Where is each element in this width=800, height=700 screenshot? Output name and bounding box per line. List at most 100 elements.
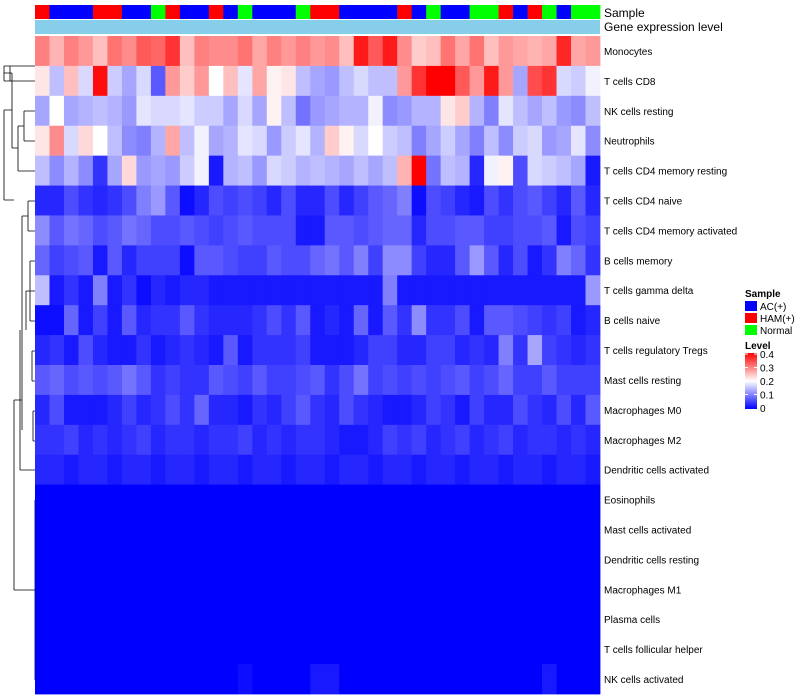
- heatmap-cell: [266, 514, 282, 545]
- heatmap-cell: [223, 484, 239, 515]
- heatmap-cell: [542, 335, 557, 366]
- heatmap-cell: [165, 365, 181, 396]
- heatmap-cell: [121, 424, 137, 456]
- heatmap-cell: [179, 275, 195, 306]
- heatmap-cell: [368, 424, 384, 456]
- heatmap-cell: [92, 544, 108, 575]
- heatmap-cell: [455, 275, 471, 306]
- heatmap-cell: [585, 125, 601, 157]
- heatmap-cell: [484, 36, 499, 67]
- heatmap-cell: [339, 305, 355, 336]
- heatmap-cell: [295, 155, 311, 186]
- heatmap-cell: [237, 394, 253, 426]
- heatmap-cell: [440, 365, 456, 396]
- heatmap-cell: [35, 574, 50, 605]
- heatmap-cell: [484, 574, 499, 605]
- heatmap-cell: [368, 604, 384, 635]
- row-label: T cells CD8: [604, 77, 656, 88]
- heatmap-cell: [179, 454, 195, 486]
- heatmap-cell: [35, 275, 50, 306]
- heatmap-cell: [542, 664, 557, 695]
- heatmap-cell: [411, 424, 427, 456]
- heatmap-cell: [556, 95, 572, 127]
- legend-label-ham: HAM(+): [760, 314, 795, 325]
- heatmap-cell: [542, 305, 557, 336]
- heatmap-cell: [542, 65, 557, 97]
- heatmap-cell: [310, 36, 326, 67]
- heatmap-cell: [426, 245, 442, 276]
- annotation-label-gene-expression: Gene expression level: [604, 20, 723, 34]
- legend-label-normal: Normal: [760, 326, 792, 337]
- heatmap-cells: [35, 36, 601, 695]
- heatmap-cell: [295, 634, 311, 665]
- heatmap-cell: [252, 664, 268, 695]
- heatmap-cell: [571, 365, 586, 396]
- heatmap-cell: [571, 65, 586, 97]
- heatmap-cell: [440, 95, 456, 127]
- sample-annotation-cell: [35, 5, 50, 19]
- heatmap-cell: [208, 155, 224, 186]
- heatmap-cell: [194, 664, 210, 695]
- heatmap-cell: [252, 95, 268, 127]
- heatmap-cell: [92, 65, 108, 97]
- heatmap-cell: [469, 275, 485, 306]
- heatmap-cell: [339, 36, 355, 67]
- heatmap-cell: [208, 305, 224, 336]
- heatmap-cell: [63, 36, 79, 67]
- heatmap-cell: [121, 574, 137, 605]
- heatmap-cell: [295, 125, 311, 157]
- heatmap-cell: [382, 604, 398, 635]
- heatmap-cell: [397, 514, 413, 545]
- heatmap-cell: [426, 95, 442, 127]
- heatmap-cell: [179, 365, 195, 396]
- heatmap-cell: [397, 95, 413, 127]
- heatmap-cell: [411, 394, 427, 426]
- heatmap-cell: [237, 454, 253, 486]
- heatmap-cell: [35, 65, 50, 97]
- heatmap-cell: [179, 155, 195, 186]
- heatmap-cell: [411, 95, 427, 127]
- heatmap-cell: [223, 454, 239, 486]
- heatmap-cell: [484, 155, 499, 186]
- heatmap-cell: [35, 155, 50, 186]
- heatmap-cell: [411, 185, 427, 216]
- row-label: NK cells activated: [604, 675, 683, 686]
- heatmap-cell: [382, 574, 398, 605]
- heatmap-cell: [223, 155, 239, 186]
- heatmap-cell: [455, 185, 471, 216]
- heatmap-cell: [339, 394, 355, 426]
- heatmap-cell: [368, 155, 384, 186]
- row-label: T cells follicular helper: [604, 645, 703, 656]
- row-label: Monocytes: [604, 47, 652, 58]
- heatmap-cell: [571, 664, 586, 695]
- heatmap-cell: [411, 155, 427, 186]
- heatmap-cell: [339, 365, 355, 396]
- sample-annotation-cell: [397, 5, 413, 19]
- heatmap-cell: [339, 484, 355, 515]
- sample-annotation-cell: [49, 5, 65, 19]
- heatmap-cell: [150, 514, 166, 545]
- heatmap-cell: [513, 125, 528, 157]
- heatmap-cell: [295, 604, 311, 635]
- heatmap-cell: [179, 245, 195, 276]
- heatmap-cell: [498, 305, 514, 336]
- heatmap-cell: [368, 394, 384, 426]
- heatmap-cell: [411, 514, 427, 545]
- heatmap-cell: [252, 36, 268, 67]
- heatmap-cell: [527, 335, 543, 366]
- heatmap-cell: [469, 664, 485, 695]
- heatmap-cell: [339, 185, 355, 216]
- heatmap-cell: [585, 36, 601, 67]
- heatmap-cell: [498, 65, 514, 97]
- heatmap-cell: [513, 664, 528, 695]
- heatmap-cell: [78, 664, 94, 695]
- sample-annotation-cell: [136, 5, 152, 19]
- heatmap-cell: [78, 245, 94, 276]
- heatmap-cell: [455, 664, 471, 695]
- heatmap-cell: [49, 335, 65, 366]
- heatmap-cell: [353, 125, 369, 157]
- heatmap-cell: [411, 275, 427, 306]
- heatmap-cell: [324, 335, 340, 366]
- heatmap-cell: [252, 574, 268, 605]
- heatmap-cell: [237, 275, 253, 306]
